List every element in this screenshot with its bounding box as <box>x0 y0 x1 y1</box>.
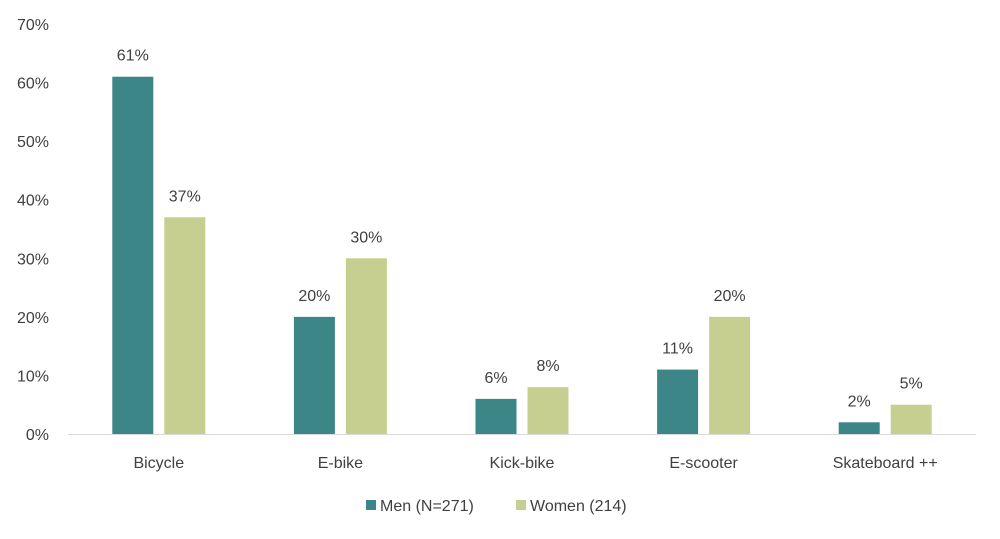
y-tick-label: 50% <box>17 134 49 151</box>
data-label: 2% <box>848 393 871 410</box>
bar-women-3 <box>709 316 751 434</box>
y-tick-label: 20% <box>17 310 49 327</box>
data-label: 37% <box>169 188 201 205</box>
legend: Men (N=271) Women (214) <box>366 498 627 515</box>
legend-label-men: Men (N=271) <box>380 498 474 515</box>
y-tick-label: 40% <box>17 193 49 210</box>
bar-men-3 <box>657 369 699 434</box>
y-axis: 0% 10% 20% 30% 40% 50% 60% 70% <box>17 17 49 444</box>
data-label: 20% <box>714 288 746 305</box>
bar-women-2 <box>527 387 569 434</box>
bars <box>112 76 932 434</box>
x-tick-label: E-bike <box>318 455 363 472</box>
data-labels: 61% 37% 20% 30% 6% 8% 11% 20% 2% 5% <box>117 48 923 411</box>
x-tick-label: Bicycle <box>133 455 184 472</box>
y-tick-label: 70% <box>17 17 49 34</box>
data-label: 6% <box>484 370 507 387</box>
data-label: 11% <box>662 341 693 358</box>
y-tick-label: 10% <box>17 368 49 385</box>
legend-swatch-women <box>516 500 526 510</box>
y-tick-label: 0% <box>26 427 49 444</box>
data-label: 20% <box>298 288 330 305</box>
bar-women-4 <box>890 404 932 434</box>
bar-women-1 <box>345 258 387 434</box>
legend-label-women: Women (214) <box>530 498 627 515</box>
data-label: 8% <box>536 358 559 375</box>
bar-men-4 <box>838 422 880 434</box>
x-tick-label: Skateboard ++ <box>833 455 938 472</box>
bar-men-2 <box>475 398 517 434</box>
x-axis: Bicycle E-bike Kick-bike E-scooter Skateboar… <box>68 434 976 472</box>
data-label: 61% <box>117 48 149 65</box>
legend-swatch-men <box>366 500 376 510</box>
data-label: 30% <box>350 229 382 246</box>
x-tick-label: E-scooter <box>669 455 738 472</box>
y-tick-label: 60% <box>17 76 49 93</box>
bar-men-0 <box>112 76 154 434</box>
x-tick-label: Kick-bike <box>490 455 555 472</box>
y-tick-label: 30% <box>17 251 49 268</box>
bar-men-1 <box>293 316 335 434</box>
bar-women-0 <box>164 217 206 434</box>
data-label: 5% <box>900 376 923 393</box>
